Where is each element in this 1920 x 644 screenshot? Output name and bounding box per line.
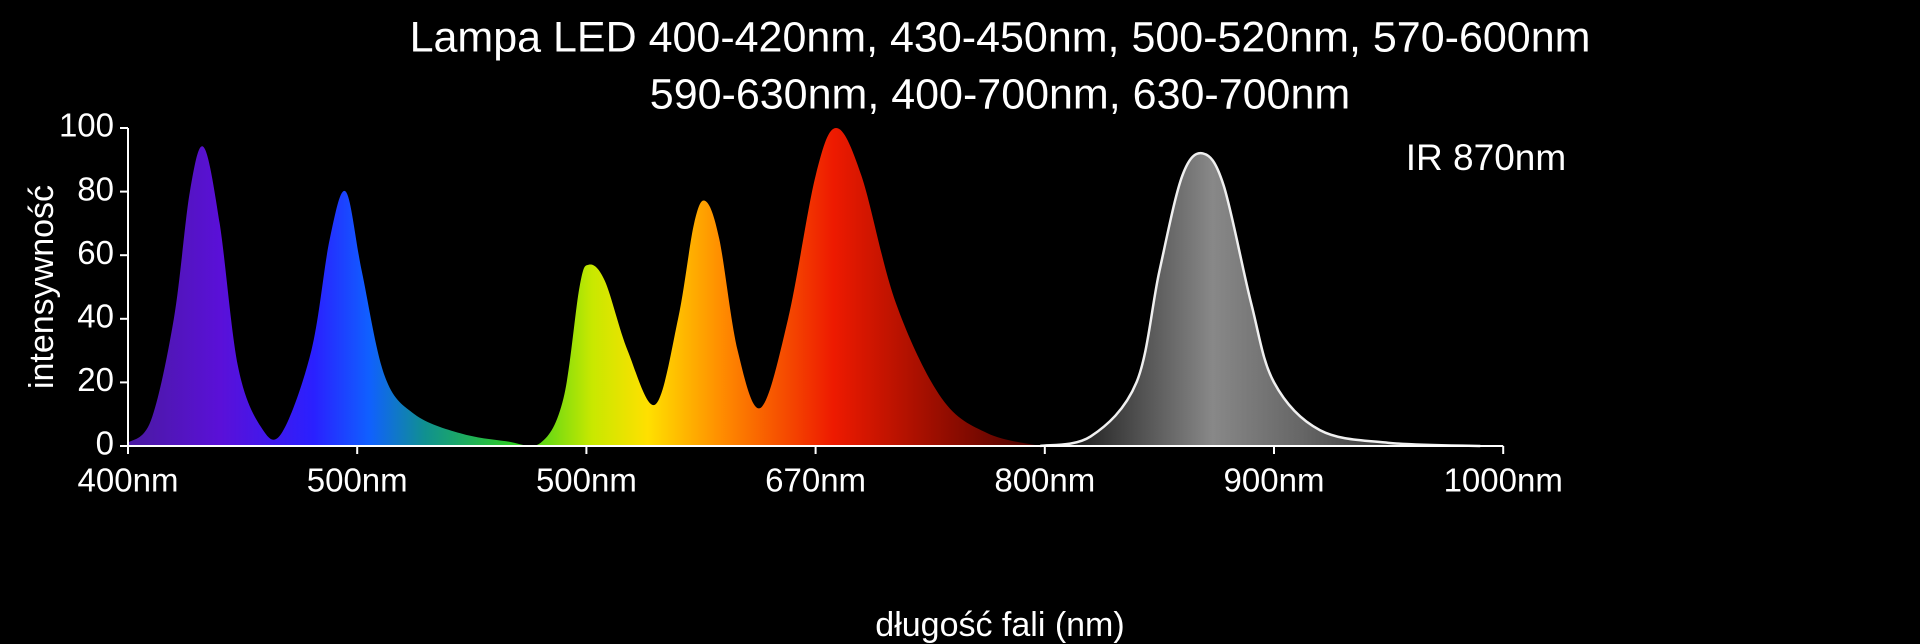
y-tick-label: 0: [96, 425, 114, 462]
annotation: IR 870nm: [1406, 137, 1566, 178]
area: [1040, 153, 1481, 447]
x-tick-label: 400nm: [78, 462, 179, 499]
y-tick-label: 100: [59, 107, 114, 144]
x-axis-label: długość fali (nm): [875, 606, 1124, 644]
y-axis-label: intensywność: [23, 185, 61, 389]
x-tick-label: 800nm: [994, 462, 1095, 499]
x-tick-label: 500nm: [307, 462, 408, 499]
x-tick-label: 670nm: [765, 462, 866, 499]
x-tick-label: 1000nm: [1444, 462, 1563, 499]
y-tick-label: 80: [77, 170, 114, 207]
chart-title: Lampa LED 400-420nm, 430-450nm, 500-520n…: [410, 13, 1591, 61]
y-tick-label: 60: [77, 234, 114, 271]
x-tick-label: 500nm: [536, 462, 637, 499]
chart-title: 590-630nm, 400-700nm, 630-700nm: [650, 70, 1350, 118]
x-tick-label: 900nm: [1224, 462, 1325, 499]
y-tick-label: 40: [77, 298, 114, 335]
y-tick-label: 20: [77, 361, 114, 398]
line: [1039, 151, 1481, 448]
area: [128, 128, 1041, 446]
